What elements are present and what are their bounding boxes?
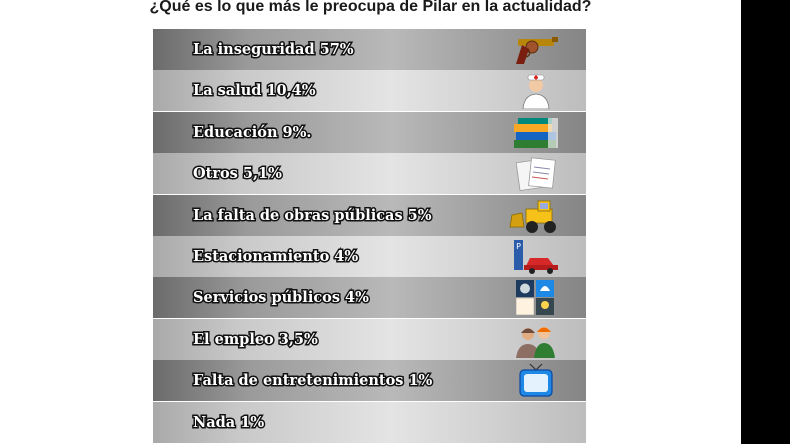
parking-car-icon: P	[508, 238, 564, 275]
survey-row-label: La falta de obras públicas 5%	[192, 205, 434, 225]
survey-row-label: La salud 10,4%	[192, 81, 318, 101]
survey-row-label: Educación 9%.	[191, 122, 312, 142]
survey-row-label: Otros 5,1%	[192, 164, 284, 184]
survey-row: Educación 9%.	[153, 111, 586, 153]
survey-row: La inseguridad 57%	[153, 29, 586, 70]
survey-row-label: La inseguridad 57%	[192, 40, 356, 60]
svg-text:P: P	[516, 242, 521, 251]
nurse-icon	[508, 72, 564, 110]
survey-row-label: Falta de entretenimientos 1%	[191, 371, 433, 391]
books-icon	[508, 114, 564, 151]
survey-row-label: Nada 1%	[191, 412, 265, 432]
public-services-icon	[508, 279, 564, 316]
survey-row: La falta de obras públicas 5%	[153, 194, 586, 236]
survey-row: La salud 10,4%	[153, 70, 586, 112]
chart-title: ¿Qué es lo que más le preocupa de Pilar …	[149, 0, 592, 15]
documents-icon	[508, 155, 564, 192]
survey-row: Falta de entretenimientos 1%	[153, 360, 586, 402]
side-border	[741, 0, 790, 444]
revolver-icon	[508, 31, 564, 68]
survey-results-list: La inseguridad 57% La salud 10,4% Educació…	[153, 29, 586, 443]
survey-row-label: Estacionamiento 4%	[191, 247, 359, 267]
survey-row: Estacionamiento 4% P	[153, 236, 586, 277]
television-icon	[508, 362, 564, 399]
survey-row: Otros 5,1%	[153, 153, 586, 195]
survey-row: Nada 1%	[153, 401, 586, 443]
survey-row: Servicios públicos 4%	[153, 277, 586, 319]
workers-icon	[508, 321, 564, 358]
survey-row-label: Servicios públicos 4%	[192, 288, 371, 308]
bulldozer-icon	[508, 197, 564, 234]
survey-row: El empleo 3,5%	[153, 318, 586, 360]
survey-row-label: El empleo 3,5%	[192, 329, 320, 349]
